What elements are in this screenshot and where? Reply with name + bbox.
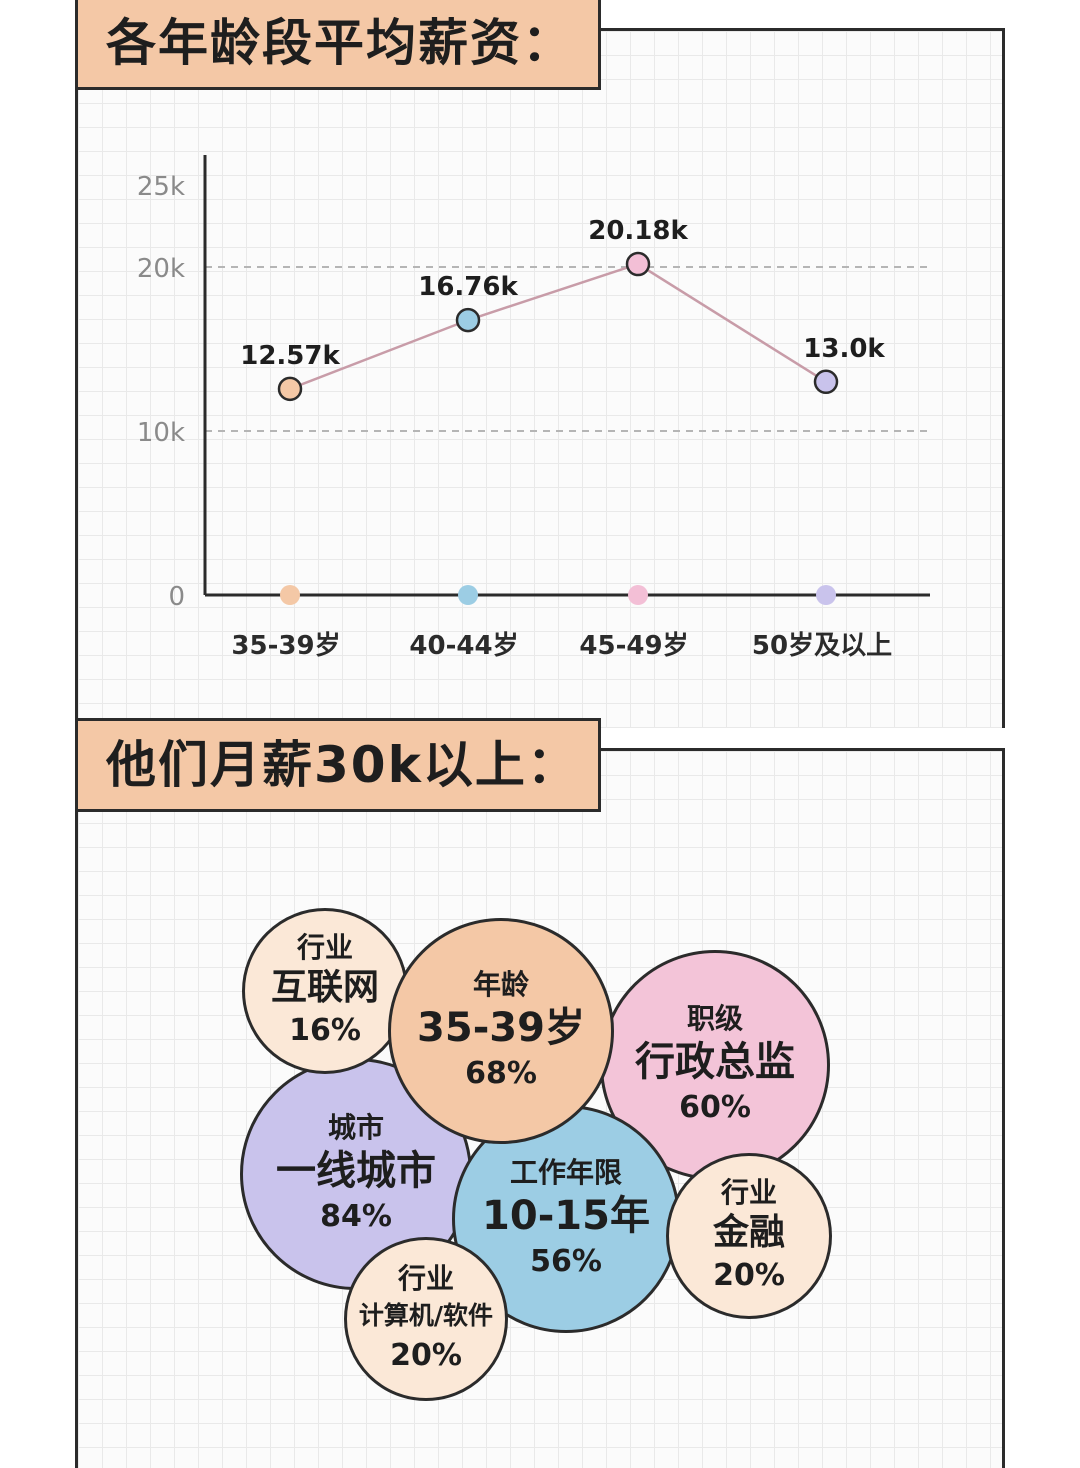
y-tick-label: 10k <box>137 418 185 448</box>
data-label: 20.18k <box>588 216 688 246</box>
data-label: 12.57k <box>240 341 340 371</box>
bubble-category: 职级 <box>686 1002 743 1035</box>
salary-line-chart: 0 10k 20k 25k 35-39岁 40-44岁 45-49岁 50岁及以上 12.57k… <box>137 155 930 661</box>
bubble-industry-finance: 行业 金融 20% <box>666 1153 832 1319</box>
data-label: 16.76k <box>418 272 518 302</box>
series-line <box>289 262 827 391</box>
bubble-category: 行业 <box>720 1176 777 1209</box>
bubble-percent: 84% <box>320 1199 392 1234</box>
salary-chart-panel <box>75 28 1005 728</box>
bubble-category: 行业 <box>296 931 353 964</box>
data-point <box>455 307 481 333</box>
y-tick-label: 20k <box>137 254 185 284</box>
bubble-category: 年龄 <box>472 968 529 1001</box>
bubble-value: 10-15年 <box>482 1193 650 1239</box>
bubble-category: 城市 <box>327 1111 384 1144</box>
y-tick-label: 0 <box>168 582 185 612</box>
x-tick-label: 50岁及以上 <box>752 630 892 661</box>
bubble-value: 行政总监 <box>635 1039 795 1085</box>
x-category-dot <box>280 585 300 605</box>
data-point <box>813 369 839 395</box>
x-category-dot <box>628 585 648 605</box>
bubble-percent: 20% <box>713 1258 785 1293</box>
x-category-dot <box>458 585 478 605</box>
bubble-value: 计算机/软件 <box>358 1301 494 1330</box>
bubble-percent: 20% <box>390 1338 462 1373</box>
bubble-industry-internet: 行业 互联网 16% <box>242 908 408 1074</box>
y-tick-label: 25k <box>137 172 185 202</box>
bubble-level: 职级 行政总监 60% <box>600 950 830 1180</box>
data-point <box>625 251 651 277</box>
data-label: 13.0k <box>803 334 885 364</box>
bubble-percent: 56% <box>530 1244 602 1279</box>
section-title-avg-salary: 各年龄段平均薪资： <box>75 0 601 90</box>
bubble-value: 互联网 <box>270 967 379 1008</box>
x-tick-label: 35-39岁 <box>231 630 340 661</box>
x-tick-label: 40-44岁 <box>409 630 518 661</box>
bubble-value: 一线城市 <box>276 1148 436 1194</box>
bubble-percent: 68% <box>465 1056 537 1091</box>
bubble-industry-software: 行业 计算机/软件 20% <box>344 1237 508 1401</box>
x-category-dot <box>816 585 836 605</box>
bubble-percent: 60% <box>679 1090 751 1125</box>
data-point <box>277 376 303 402</box>
bubble-age: 年龄 35-39岁 68% <box>388 918 614 1144</box>
x-tick-label: 45-49岁 <box>579 630 688 661</box>
section-title-30k: 他们月薪30k以上： <box>75 718 601 812</box>
bubble-percent: 16% <box>289 1013 361 1048</box>
bubble-category: 行业 <box>397 1262 454 1295</box>
bubble-value: 35-39岁 <box>417 1005 585 1051</box>
bubble-category: 工作年限 <box>509 1156 622 1189</box>
bubble-value: 金融 <box>712 1212 785 1253</box>
